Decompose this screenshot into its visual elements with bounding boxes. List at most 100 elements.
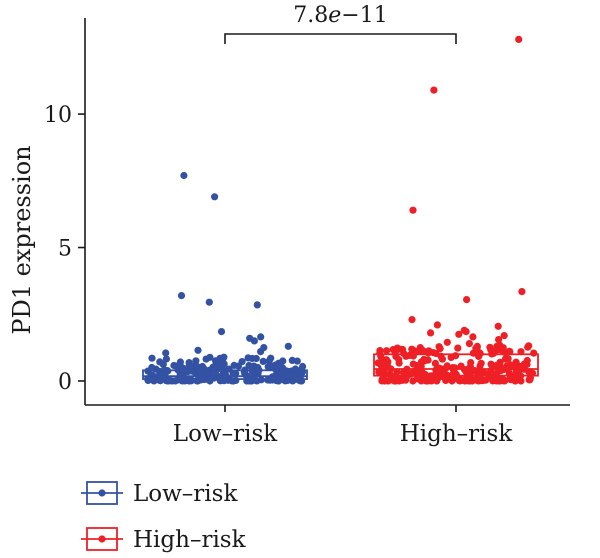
data-point [418,366,426,375]
outlier-point [515,35,523,44]
data-point [447,353,455,361]
data-point [479,368,487,376]
data-point [475,377,483,385]
data-point [452,370,460,378]
data-point [526,376,534,384]
outlier-point [217,328,226,336]
data-point [409,377,417,385]
data-point [530,349,538,357]
data-point [504,355,512,363]
outlier-point [494,322,502,330]
data-point [376,349,384,357]
data-point [397,345,405,353]
outlier-point [465,340,473,348]
legend-entry-0: Low–risk [81,481,238,507]
outlier-point [433,321,441,329]
y-tick-label-0: 0 [58,370,72,395]
data-point [393,368,401,376]
data-point [454,344,462,352]
outlier-point [194,346,202,354]
y-tick-label-2: 10 [44,103,72,128]
data-point [228,377,236,385]
outlier-point [430,86,438,94]
data-point [408,345,416,353]
data-point [506,347,514,356]
data-point [232,369,240,377]
data-point [162,355,170,363]
data-point [424,349,432,357]
y-tick-label-1: 5 [58,237,72,262]
data-point [218,362,227,370]
data-point [252,376,260,384]
data-point [486,343,494,351]
outlier-point [177,292,186,300]
outlier-point [416,344,424,352]
data-point [148,354,156,362]
data-point [380,377,388,385]
data-point [382,356,390,364]
outlier-point [284,342,292,350]
outlier-point [408,316,416,324]
outlier-point [463,296,471,304]
outlier-point [205,298,213,306]
data-point [493,377,501,385]
y-axis-label: PD1 expression [8,145,36,334]
data-point [192,357,200,365]
data-point [406,351,414,359]
data-point [392,377,400,385]
data-points [144,35,538,385]
x-tick-label-0: Low–risk [173,421,278,447]
data-point [155,367,163,375]
data-point [264,363,272,371]
outlier-point [500,332,508,340]
outlier-point [253,301,261,309]
legend: Low–risk High–risk [81,481,247,553]
data-point [499,344,507,352]
data-point [219,355,227,363]
y-ticks: 0 5 10 [44,103,85,395]
data-point [211,357,220,365]
data-point [477,359,485,367]
outlier-point [493,342,501,350]
data-point [442,376,450,385]
data-point [472,344,480,352]
outlier-point [495,336,503,344]
x-tick-label-1: High–risk [400,421,514,447]
data-point [506,361,514,369]
p-value-label: 7.8e−11 [293,3,387,28]
legend-label: High–risk [133,527,247,553]
boxes [142,353,539,381]
legend-entry-1: High–risk [81,527,247,553]
data-point [524,343,532,351]
data-point [432,376,440,384]
outlier-point [455,330,463,338]
data-point [461,377,469,385]
legend-swatch-dot [98,489,106,497]
outlier-point [180,171,188,180]
data-point [520,360,528,368]
data-point [272,377,280,385]
bracket-line [224,33,457,44]
outlier-point [443,338,451,346]
data-point [437,368,445,376]
outlier-point [162,349,170,357]
data-point [395,359,403,367]
x-ticks: Low–risk High–risk [173,405,514,447]
data-point [389,346,397,354]
data-point [496,358,504,366]
data-point [431,359,439,367]
data-point [259,357,267,365]
outlier-point [211,193,219,201]
data-point [144,376,152,385]
data-point [254,369,262,377]
data-point [293,357,301,365]
data-point [386,370,394,378]
data-point [448,377,456,385]
data-point [245,361,253,370]
box-1 [373,353,539,377]
data-point [383,347,391,355]
data-point [176,358,184,366]
legend-label: Low–risk [133,481,238,507]
data-point [468,377,476,385]
